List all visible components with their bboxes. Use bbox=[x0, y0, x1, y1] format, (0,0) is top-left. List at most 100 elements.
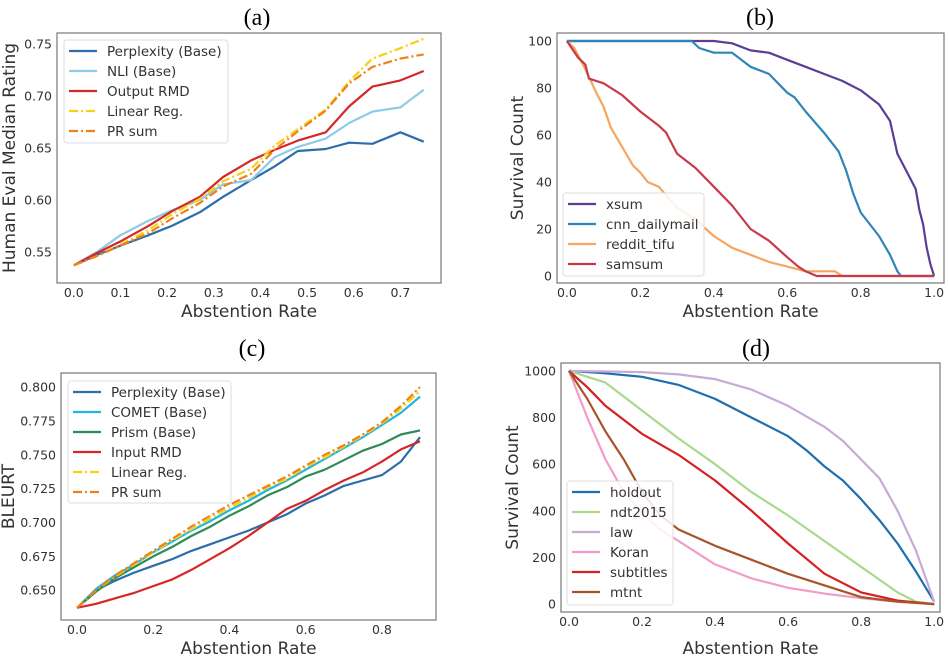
x-tick-label: 1.0 bbox=[924, 614, 944, 629]
y-tick-label: 0.75 bbox=[24, 37, 52, 52]
x-tick-label: 0.1 bbox=[111, 285, 131, 300]
panel-d: (d) 0.0 0.2 0.4 0.6 0.8 1.0 0 200 400 600 800 1000 Ab… bbox=[503, 336, 944, 656]
series-lines bbox=[73, 37, 425, 267]
series-line-xsum bbox=[566, 39, 936, 277]
legend-label: mtnt bbox=[610, 585, 642, 601]
x-tick-label: 0.8 bbox=[372, 622, 392, 637]
y-tick-label: 0 bbox=[544, 268, 552, 283]
legend-label: Input RMD bbox=[111, 445, 182, 461]
y-tick-label: 0.60 bbox=[24, 192, 52, 207]
y-axis-label: Survival Count bbox=[503, 425, 523, 550]
y-axis-label: Human Eval Median Rating bbox=[0, 43, 20, 273]
y-tick-label: 800 bbox=[532, 410, 556, 425]
panel-title: (d) bbox=[742, 336, 770, 362]
y-tick-label: 400 bbox=[532, 503, 556, 518]
legend-label: Linear Reg. bbox=[107, 104, 183, 120]
legend: Perplexity (Base) NLI (Base) Output RMD Lin… bbox=[63, 39, 229, 144]
legend-label: ndt2015 bbox=[610, 505, 667, 521]
legend-box bbox=[562, 192, 705, 277]
y-tick-label: 20 bbox=[536, 221, 552, 236]
y-tick-label: 0.55 bbox=[24, 244, 52, 259]
legend-label: Perplexity (Base) bbox=[107, 44, 222, 60]
y-tick-label: 0.700 bbox=[20, 515, 56, 530]
x-tick-label: 0.6 bbox=[778, 614, 798, 629]
series-line-cnn-dailymail bbox=[566, 39, 935, 278]
x-axis-label: Abstention Rate bbox=[180, 639, 316, 656]
y-tick-label: 0 bbox=[548, 597, 556, 612]
legend-box bbox=[67, 380, 232, 504]
series-lines bbox=[567, 369, 936, 606]
series-line-pr-sum bbox=[73, 53, 424, 267]
x-tick-label: 0.4 bbox=[250, 285, 270, 300]
x-tick-label: 0.2 bbox=[157, 285, 177, 300]
x-tick-label: 0.8 bbox=[851, 285, 871, 300]
series-line-perplexity-base- bbox=[76, 436, 421, 609]
series-line-pr-sum bbox=[76, 386, 421, 609]
x-tick-label: 0.4 bbox=[705, 614, 725, 629]
series-line-samsum bbox=[565, 40, 935, 278]
legend-label: Prism (Base) bbox=[111, 425, 196, 441]
x-tick-label: 0.0 bbox=[64, 285, 84, 300]
legend-label: COMET (Base) bbox=[111, 405, 207, 421]
legend-label: PR sum bbox=[111, 485, 162, 501]
panel-title: (a) bbox=[244, 5, 271, 31]
panel-b: (b) 0.0 0.2 0.4 0.6 0.8 1.0 0 20 40 60 80 100 Abstent… bbox=[508, 5, 945, 322]
x-axis-label: Abstention Rate bbox=[181, 302, 317, 322]
y-tick-label: 100 bbox=[528, 33, 552, 48]
series-line-output-rmd bbox=[73, 69, 425, 267]
legend-label: PR sum bbox=[107, 124, 158, 140]
x-tick-label: 0.3 bbox=[204, 285, 224, 300]
panel-c: (c) 0.0 0.2 0.4 0.6 0.8 0.650 0.675 0.700 0.725 0.… bbox=[0, 336, 437, 656]
legend-label: reddit_tifu bbox=[606, 237, 675, 253]
series-line-nli-base- bbox=[73, 88, 425, 267]
series-line-input-rmd bbox=[76, 440, 421, 609]
y-tick-label: 0.800 bbox=[20, 380, 56, 395]
y-axis-label: Survival Count bbox=[508, 95, 528, 220]
legend: holdout ndt2015 law Koran subtitles mtnt bbox=[566, 480, 674, 606]
x-tick-label: 1.0 bbox=[924, 285, 944, 300]
y-tick-label: 0.650 bbox=[20, 583, 56, 598]
legend-label: NLI (Base) bbox=[107, 64, 176, 80]
legend-label: cnn_dailymail bbox=[606, 217, 699, 233]
series-lines bbox=[76, 386, 421, 609]
x-tick-label: 0.0 bbox=[67, 622, 87, 637]
x-tick-label: 0.0 bbox=[557, 285, 577, 300]
series-line-ndt2015 bbox=[568, 369, 935, 606]
y-tick-label: 40 bbox=[536, 174, 552, 189]
x-tick-label: 0.4 bbox=[219, 622, 239, 637]
y-tick-label: 1000 bbox=[524, 363, 556, 378]
x-tick-label: 0.2 bbox=[143, 622, 163, 637]
y-tick-label: 0.70 bbox=[24, 88, 52, 103]
x-tick-label: 0.8 bbox=[851, 614, 871, 629]
series-line-law bbox=[568, 369, 936, 603]
y-tick-label: 0.775 bbox=[20, 413, 56, 428]
x-tick-label: 0.6 bbox=[344, 285, 364, 300]
series-line-mtnt bbox=[568, 370, 935, 606]
y-tick-label: 80 bbox=[536, 80, 552, 95]
series-line-prism-base- bbox=[76, 429, 421, 609]
x-tick-label: 0.6 bbox=[296, 622, 316, 637]
legend-label: Linear Reg. bbox=[111, 465, 187, 481]
legend-box bbox=[63, 39, 229, 144]
x-tick-label: 0.2 bbox=[630, 285, 650, 300]
x-axis-label: Abstention Rate bbox=[682, 302, 818, 322]
legend-label: Output RMD bbox=[107, 84, 190, 100]
x-tick-label: 0.7 bbox=[390, 285, 410, 300]
x-tick-label: 0.0 bbox=[559, 614, 579, 629]
y-tick-label: 0.675 bbox=[20, 549, 56, 564]
y-tick-label: 0.65 bbox=[24, 140, 52, 155]
panel-title: (c) bbox=[239, 336, 266, 362]
x-tick-label: 0.2 bbox=[632, 614, 652, 629]
legend-label: law bbox=[610, 525, 633, 541]
legend-label: holdout bbox=[610, 485, 661, 501]
x-tick-label: 0.5 bbox=[297, 285, 317, 300]
x-axis-label: Abstention Rate bbox=[682, 639, 818, 656]
y-tick-label: 0.725 bbox=[20, 481, 56, 496]
x-tick-label: 0.4 bbox=[704, 285, 724, 300]
y-tick-label: 200 bbox=[532, 550, 556, 565]
series-line-linear-reg- bbox=[76, 390, 421, 609]
legend-label: samsum bbox=[606, 257, 663, 273]
legend-label: Perplexity (Base) bbox=[111, 385, 226, 401]
